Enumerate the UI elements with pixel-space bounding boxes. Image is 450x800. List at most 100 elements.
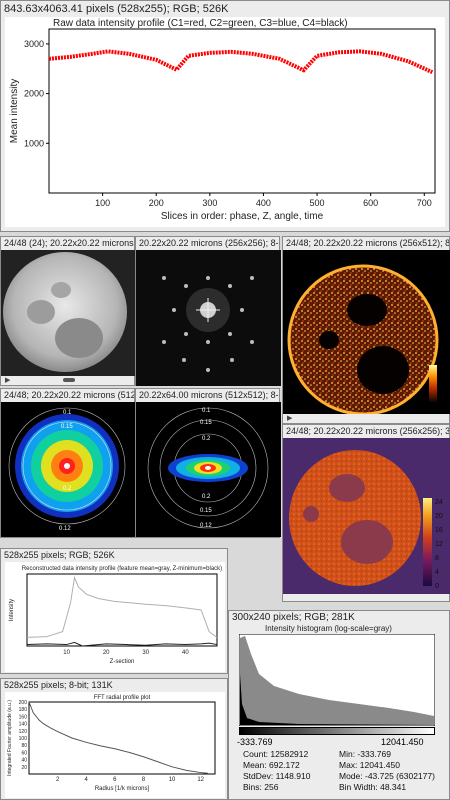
series-line bbox=[28, 701, 208, 774]
x-tick-label: 2 bbox=[56, 777, 60, 783]
x-tick-label: 10 bbox=[169, 777, 176, 783]
panel-title: 24/48; 20.22x20.22 microns (256x512); 8 bbox=[286, 238, 449, 248]
window-title: 300x240 pixels; RGB; 281K bbox=[232, 612, 355, 623]
stat-mode: Mode: -43.725 (6302177) bbox=[339, 771, 435, 781]
x-axis-label: Slices in order: phase, Z, angle, time bbox=[161, 211, 324, 222]
y-tick-label: 100 bbox=[19, 736, 28, 742]
histogram-min-label: -333.769 bbox=[237, 737, 273, 747]
series-line bbox=[26, 575, 218, 638]
contour-label: 0.2 bbox=[202, 436, 211, 442]
chart-title: Raw data intensity profile (C1=red, C2=g… bbox=[53, 18, 348, 29]
colorbar-tick: 20 bbox=[435, 513, 443, 520]
nucleus-heatmap-image: 24 20 16 12 8 4 0 bbox=[283, 438, 450, 594]
profile-window[interactable]: 843.63x4063.41 pixels (528x255); RGB; 52… bbox=[0, 0, 450, 232]
image-panel-reconstruction-heat[interactable]: 24/48; 20.22x20.22 microns (256x256); 3 … bbox=[282, 424, 450, 602]
y-tick-label: 200 bbox=[19, 700, 28, 706]
contour-label: 0.1 bbox=[202, 408, 211, 414]
stat-binwidth: Bin Width: 48.341 bbox=[339, 782, 407, 792]
y-tick-label: 140 bbox=[19, 722, 28, 728]
x-axis-label: Radius [1/k microns] bbox=[95, 786, 150, 792]
y-tick-label: 40 bbox=[21, 758, 27, 764]
window-title: 528x255 pixels; 8-bit; 131K bbox=[4, 680, 113, 690]
stats-right: Min: -333.769 Max: 12041.450 Mode: -43.7… bbox=[339, 749, 449, 793]
window-title: 528x255 pixels; RGB; 526K bbox=[4, 550, 115, 560]
reconstructed-profile-window[interactable]: 528x255 pixels; RGB; 526K Reconstructed … bbox=[0, 548, 228, 674]
y-tick-label: 60 bbox=[21, 750, 27, 756]
y-tick-label: 20 bbox=[21, 765, 27, 771]
histogram-title: Intensity histogram (log-scale=gray) bbox=[265, 624, 392, 633]
x-tick-label: 600 bbox=[363, 198, 378, 208]
contour-label: 0.2 bbox=[63, 486, 72, 492]
y-tick-label: 180 bbox=[19, 707, 28, 713]
contour-label: 0.15 bbox=[200, 420, 212, 426]
histogram-plot bbox=[239, 634, 435, 726]
histogram-window[interactable]: 300x240 pixels; RGB; 281K Intensity hist… bbox=[228, 610, 450, 800]
plot-frame bbox=[26, 573, 218, 647]
psf-xz-contour-image: 0.1 0.15 0.2 0.2 0.15 0.12 bbox=[136, 402, 281, 537]
panel-title: 24/48 (24); 20.22x20.22 microns (256x2 bbox=[4, 238, 134, 248]
reconstructed-profile-plot: Reconstructed data intensity profile (fe… bbox=[5, 562, 225, 672]
x-tick-label: 200 bbox=[149, 198, 164, 208]
colorbar-tick: 4 bbox=[435, 569, 439, 576]
image-panel-psf-xy[interactable]: 24/48; 20.22x20.22 microns (512x512); 3 … bbox=[0, 388, 136, 538]
contour-label: 0.15 bbox=[200, 508, 212, 514]
contour-label: 0.15 bbox=[61, 424, 73, 430]
x-tick-label: 10 bbox=[63, 650, 70, 656]
x-tick-label: 500 bbox=[310, 198, 325, 208]
y-axis-label: Mean intensity bbox=[9, 79, 20, 143]
y-tick-label: 160 bbox=[19, 714, 28, 720]
colorbar-tick: 24 bbox=[435, 499, 443, 506]
x-tick-label: 30 bbox=[142, 650, 149, 656]
plot-frame bbox=[48, 28, 436, 194]
stat-max: Max: 12041.450 bbox=[339, 760, 400, 770]
series-line bbox=[48, 49, 434, 75]
panel-title: 24/48; 20.22x20.22 microns (256x256); 3 bbox=[286, 426, 449, 436]
histogram-max-label: 12041.450 bbox=[381, 737, 424, 747]
histogram-colorbar bbox=[239, 727, 435, 735]
x-tick-label: 400 bbox=[256, 198, 271, 208]
x-tick-label: 6 bbox=[113, 777, 117, 783]
x-tick-label: 300 bbox=[202, 198, 217, 208]
window-title: 843.63x4063.41 pixels (528x255); RGB; 52… bbox=[4, 3, 229, 15]
stats-left: Count: 12582912 Mean: 692.172 StdDev: 11… bbox=[243, 749, 310, 793]
slice-scrollbar[interactable]: ▶ bbox=[287, 415, 293, 422]
stat-min: Min: -333.769 bbox=[339, 749, 391, 759]
panel-title: 20.22x20.22 microns (256x256); 8-bit; 64 bbox=[139, 238, 279, 248]
contour-label: 0.12 bbox=[59, 526, 71, 532]
colorbar-tick: 0 bbox=[435, 583, 439, 590]
image-panel-reconstruction-hot[interactable]: 24/48; 20.22x20.22 microns (256x512); 8 … bbox=[282, 236, 450, 424]
contour-label: 0.12 bbox=[200, 523, 212, 529]
stat-stddev: StdDev: 1148.910 bbox=[243, 771, 311, 781]
stat-mean: Mean: 692.172 bbox=[243, 760, 300, 770]
colorbar-tick: 16 bbox=[435, 527, 443, 534]
image-panel-psf-xz[interactable]: 20.22x64.00 microns (512x512); 8-bit; 2 … bbox=[135, 388, 281, 538]
slice-scrollbar[interactable]: ▶ bbox=[5, 376, 75, 384]
x-tick-label: 700 bbox=[417, 198, 432, 208]
panel-title: 24/48; 20.22x20.22 microns (512x512); 3 bbox=[4, 390, 134, 400]
x-axis-label: Z-section bbox=[110, 659, 135, 665]
fft-radial-window[interactable]: 528x255 pixels; 8-bit; 131K FFT radial p… bbox=[0, 678, 228, 800]
contour-label: 0.2 bbox=[202, 494, 211, 500]
fft-spectrum-image bbox=[136, 250, 281, 386]
chart-title: FFT radial profile plot bbox=[94, 695, 151, 701]
image-panel-widefield[interactable]: 24/48 (24); 20.22x20.22 microns (256x2 ▶ bbox=[0, 236, 136, 386]
panel-title: 20.22x64.00 microns (512x512); 8-bit; 2 bbox=[139, 390, 279, 400]
x-tick-label: 12 bbox=[197, 777, 204, 783]
contour-label: 0.1 bbox=[63, 410, 72, 416]
nucleus-reconstruction-hot-image bbox=[283, 250, 450, 414]
intensity-profile-plot: Raw data intensity profile (C1=red, C2=g… bbox=[5, 17, 445, 227]
plot-frame bbox=[28, 701, 216, 775]
nucleus-widefield-image bbox=[1, 250, 136, 376]
x-tick-label: 8 bbox=[142, 777, 146, 783]
y-tick-label: 1000 bbox=[24, 138, 44, 148]
colorbar-tick: 8 bbox=[435, 555, 439, 562]
y-axis-label: Integrated Fourier amplitude (a.u.) bbox=[7, 700, 13, 776]
psf-xy-contour-image: 0.1 0.15 0.2 0.12 bbox=[1, 402, 136, 537]
x-tick-label: 20 bbox=[103, 650, 110, 656]
y-axis-label: Intensity bbox=[9, 599, 15, 621]
stat-bins: Bins: 256 bbox=[243, 782, 279, 792]
image-panel-fft[interactable]: 20.22x20.22 microns (256x256); 8-bit; 64 bbox=[135, 236, 281, 386]
y-tick-label: 2000 bbox=[24, 89, 44, 99]
chart-title: Reconstructed data intensity profile (fe… bbox=[22, 566, 222, 572]
